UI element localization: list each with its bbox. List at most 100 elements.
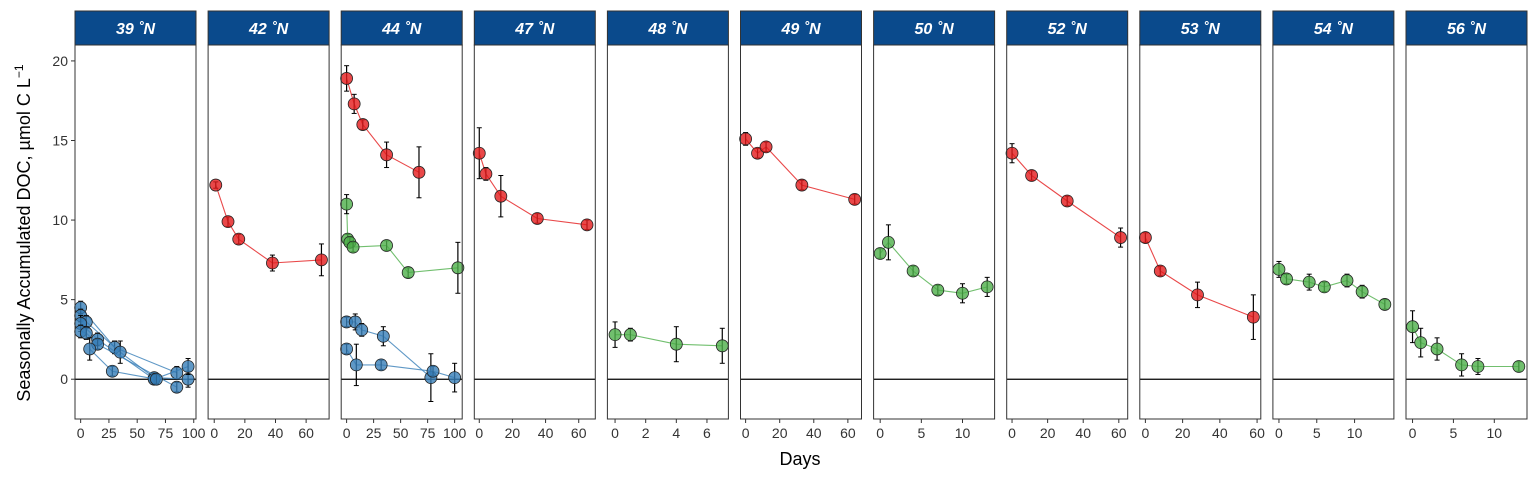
- data-point: [181, 372, 195, 386]
- x-tick-label: 0: [611, 425, 619, 441]
- data-point: [479, 167, 493, 181]
- x-tick-label: 60: [298, 425, 314, 441]
- data-point: [1512, 360, 1526, 373]
- data-point: [170, 380, 184, 394]
- x-tick-label: 10: [1347, 425, 1363, 441]
- x-tick-label: 20: [772, 425, 788, 441]
- data-point: [426, 364, 440, 378]
- data-point: [83, 342, 97, 356]
- panel-border: [1272, 44, 1395, 420]
- data-point: [347, 97, 361, 111]
- panel-border: [1006, 44, 1129, 420]
- data-point: [448, 371, 462, 385]
- data-point: [209, 178, 223, 192]
- strip-header: [606, 10, 729, 46]
- x-tick-label: 60: [1111, 425, 1127, 441]
- panel-54n: 54 ˚N 0 5 10: [1272, 10, 1395, 441]
- panel-53n: 53 ˚N 0 20 40 60: [1138, 10, 1265, 441]
- data-point: [340, 197, 354, 211]
- y-axis-title: Seasonally Accumulated DOC, µmol C L−1: [12, 64, 34, 402]
- x-tick-label: 0: [77, 425, 85, 441]
- strip-header: [873, 10, 996, 46]
- data-point: [1025, 169, 1039, 182]
- x-tick-label: 100: [443, 425, 467, 441]
- data-point: [623, 328, 637, 342]
- data-point: [340, 342, 354, 356]
- data-point: [739, 132, 753, 146]
- data-point: [1005, 146, 1019, 160]
- x-tick-label: 25: [366, 425, 382, 441]
- strip-label: 48 ˚N: [647, 21, 688, 38]
- panel-56n: 56 ˚N 0 5 10: [1405, 10, 1528, 441]
- strip-header: [1006, 10, 1129, 46]
- data-point: [848, 192, 862, 206]
- y-tick-label: 20: [52, 53, 68, 69]
- data-point: [1414, 336, 1428, 350]
- data-point: [494, 189, 508, 203]
- x-tick-label: 0: [742, 425, 750, 441]
- x-tick-label: 0: [876, 425, 884, 441]
- x-tick-label: 0: [1409, 425, 1417, 441]
- data-point: [150, 372, 163, 386]
- data-point: [530, 212, 544, 225]
- x-tick-label: 40: [1075, 425, 1091, 441]
- series-line: [1011, 152, 1121, 239]
- x-tick-label: 20: [237, 425, 253, 441]
- x-tick-label: 0: [1275, 425, 1283, 441]
- data-point: [1355, 285, 1369, 299]
- data-point: [376, 329, 390, 343]
- x-tick-label: 40: [268, 425, 284, 441]
- x-tick-label: 0: [475, 425, 483, 441]
- data-point: [715, 339, 729, 353]
- x-tick-label: 60: [1249, 425, 1265, 441]
- strip-label: 53 ˚N: [1181, 21, 1221, 38]
- data-point: [956, 286, 969, 300]
- data-point: [1471, 360, 1485, 373]
- data-point: [380, 239, 393, 252]
- x-tick-label: 60: [840, 425, 856, 441]
- data-point: [1302, 275, 1316, 289]
- data-point: [873, 247, 887, 260]
- panel-44n: 44 ˚N 0 25 50 75 100: [340, 10, 467, 441]
- strip-header: [1405, 10, 1528, 46]
- data-point: [1060, 194, 1074, 208]
- strip-header: [473, 10, 596, 46]
- data-point: [980, 280, 994, 294]
- panel-47n: 47 ˚N 0 20 40 60: [472, 10, 596, 441]
- panel-48n: 48 ˚N 0 2 4 6: [606, 10, 729, 441]
- strip-header: [1139, 10, 1262, 46]
- y-axis-title-main: Seasonally Accumulated DOC, µmol C L: [14, 78, 34, 402]
- data-point: [1280, 272, 1293, 286]
- data-point: [906, 264, 920, 278]
- data-point: [105, 364, 119, 378]
- strip-label: 54 ˚N: [1314, 21, 1354, 38]
- panel-50n: 50 ˚N 0 5 10: [873, 10, 996, 441]
- x-tick-label: 100: [182, 425, 206, 441]
- data-point: [931, 283, 945, 297]
- x-tick-label: 20: [1175, 425, 1191, 441]
- data-point: [759, 140, 773, 154]
- data-point: [181, 360, 195, 373]
- data-point: [1191, 288, 1204, 302]
- data-point: [349, 358, 363, 372]
- x-tick-label: 0: [1141, 425, 1149, 441]
- y-tick-label: 10: [52, 212, 68, 228]
- x-tick-label: 40: [806, 425, 822, 441]
- data-point: [1153, 264, 1167, 278]
- data-point: [882, 235, 895, 249]
- series-line: [1278, 269, 1386, 305]
- strip-label: 50 ˚N: [915, 21, 955, 38]
- panel-border: [740, 44, 862, 420]
- data-point: [751, 146, 764, 160]
- strip-label: 56 ˚N: [1447, 21, 1487, 38]
- x-tick-label: 6: [703, 425, 711, 441]
- x-tick-label: 0: [1008, 425, 1016, 441]
- x-tick-label: 5: [1313, 425, 1321, 441]
- x-tick-label: 50: [393, 425, 409, 441]
- data-point: [232, 232, 246, 246]
- x-tick-label: 40: [1212, 425, 1228, 441]
- strip-label: 39 ˚N: [116, 21, 156, 38]
- series-line: [615, 334, 723, 347]
